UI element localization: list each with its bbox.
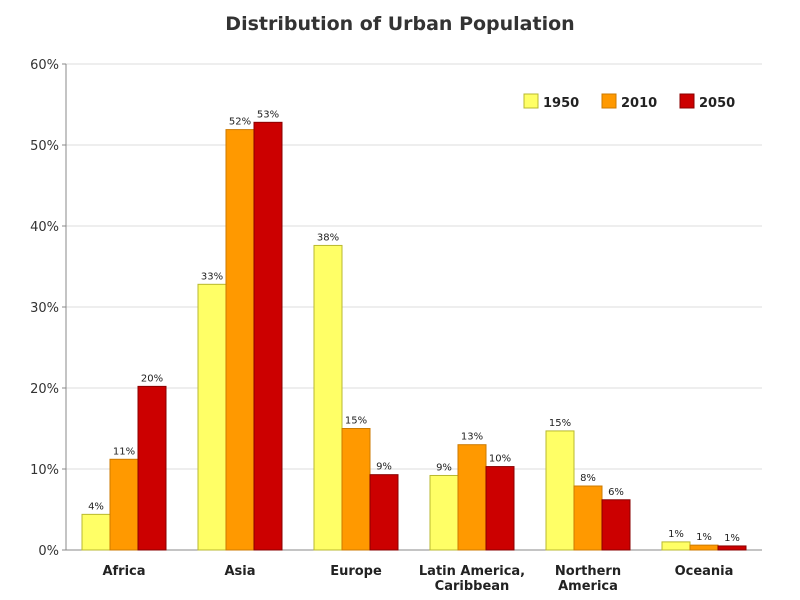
- bar-value-label: 1%: [668, 529, 684, 540]
- axes: 0% 10% 20% 30% 40% 50% 60% Africa Asia Europe Lati…: [30, 58, 762, 594]
- bar: [341, 428, 371, 551]
- bar: [109, 458, 139, 551]
- bar: [369, 474, 399, 551]
- legend-label: 1950: [543, 96, 579, 111]
- bar-value-label: 8%: [580, 473, 596, 484]
- bar-value-label: 38%: [317, 232, 339, 243]
- bar-value-label: 52%: [229, 117, 251, 128]
- bar-value-label: 15%: [549, 418, 571, 429]
- bar: [573, 485, 603, 551]
- bar-value-label: 10%: [489, 454, 511, 465]
- y-tick-label: 20%: [30, 382, 59, 397]
- x-category-label: America: [558, 579, 618, 594]
- bar-value-label: 15%: [345, 416, 367, 427]
- y-tick-label: 10%: [30, 463, 59, 478]
- bar: [457, 444, 487, 551]
- legend-label: 2050: [699, 96, 735, 111]
- y-tick-label: 60%: [30, 58, 59, 73]
- bar: [661, 541, 691, 551]
- data-labels: 4% 11% 20% 33% 52% 53% 38% 15% 9% 9% 13% 10% 15% 8% 6%…: [88, 109, 740, 544]
- bar-value-label: 1%: [724, 533, 740, 544]
- bar-value-label: 13%: [461, 432, 483, 443]
- bar-value-label: 53%: [257, 109, 279, 120]
- grid-lines: [66, 63, 762, 470]
- bar: [429, 474, 459, 551]
- x-category-label: Oceania: [675, 564, 734, 579]
- legend-label: 2010: [621, 96, 657, 111]
- bar: [253, 121, 283, 551]
- bar: [545, 430, 575, 551]
- y-tick-label: 0%: [38, 544, 59, 559]
- bar-value-label: 11%: [113, 446, 135, 457]
- bar-value-label: 4%: [88, 501, 104, 512]
- y-tick-label: 30%: [30, 301, 59, 316]
- x-category-label: Asia: [224, 564, 255, 579]
- x-category-label: Northern: [555, 564, 621, 579]
- legend-swatch: [679, 93, 695, 109]
- x-category-label: Africa: [102, 564, 145, 579]
- bar: [485, 466, 515, 551]
- chart-title: Distribution of Urban Population: [225, 13, 574, 35]
- bar: [137, 385, 167, 551]
- bar-value-label: 9%: [436, 462, 452, 473]
- legend-swatch: [601, 93, 617, 109]
- bar-value-label: 20%: [141, 373, 163, 384]
- bar: [717, 545, 747, 551]
- bar-value-label: 33%: [201, 271, 223, 282]
- bar: [313, 244, 343, 551]
- bar: [81, 513, 111, 551]
- legend: 1950 2010 2050: [523, 93, 735, 111]
- legend-swatch: [523, 93, 539, 109]
- bar: [601, 499, 631, 551]
- x-category-label: Europe: [330, 564, 382, 579]
- bar: [689, 544, 719, 551]
- bar: [225, 129, 255, 551]
- bar-value-label: 6%: [608, 487, 624, 498]
- y-tick-label: 50%: [30, 139, 59, 154]
- bar-value-label: 1%: [696, 532, 712, 543]
- x-category-label: Latin America,: [419, 564, 525, 579]
- bar: [197, 283, 227, 551]
- bars: [81, 121, 747, 551]
- x-category-label: Caribbean: [435, 579, 510, 594]
- y-tick-label: 40%: [30, 220, 59, 235]
- bar-value-label: 9%: [376, 462, 392, 473]
